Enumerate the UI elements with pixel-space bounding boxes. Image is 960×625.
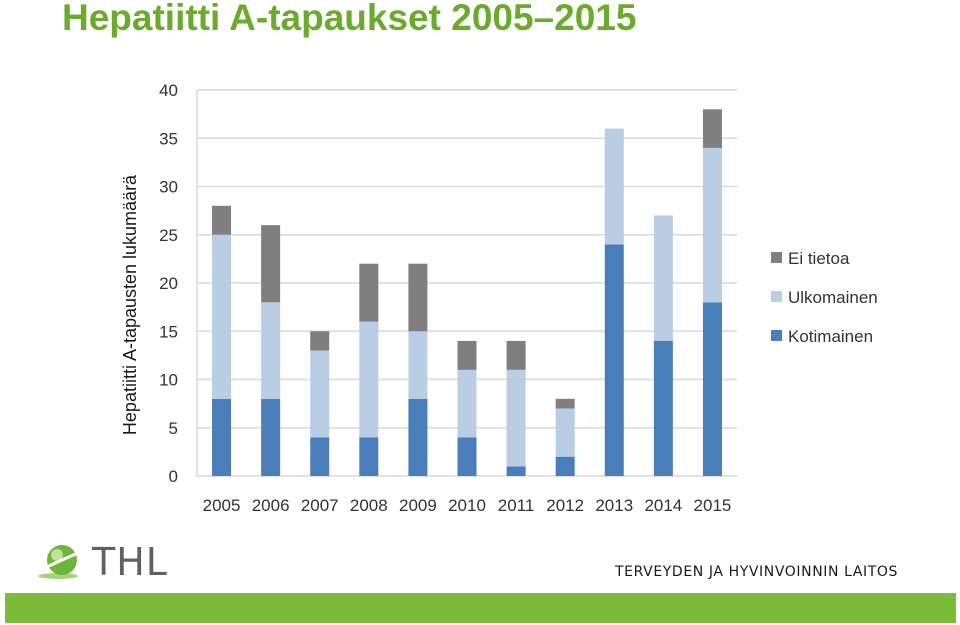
legend-label: Ulkomainen — [788, 288, 878, 307]
bar-segment-kotimainen-2010 — [457, 437, 477, 476]
y-tick-label: 40 — [159, 81, 178, 100]
organization-name: TERVEYDEN JA HYVINVOINNIN LAITOS — [615, 564, 899, 580]
x-tick-label: 2007 — [301, 496, 339, 515]
bar-segment-ei-tietoa-2007 — [310, 331, 330, 351]
legend-swatch — [771, 291, 782, 302]
bar-segment-ulkomainen-2011 — [506, 369, 526, 467]
logo-text: THL — [92, 540, 168, 584]
bar-segment-kotimainen-2006 — [261, 398, 281, 476]
y-axis-label: Hepatiitti A-tapausten lukumäärä — [120, 174, 140, 435]
bar-segment-ulkomainen-2010 — [457, 369, 477, 438]
x-tick-labels: 2005 2006 2007 2008 2009 2010 2011 2012 2013 2014… — [203, 496, 732, 515]
y-tick-label: 5 — [169, 419, 178, 438]
bar-segment-ei-tietoa-2009 — [408, 263, 428, 332]
bar-segment-ulkomainen-2015 — [702, 147, 722, 303]
bar-segment-kotimainen-2009 — [408, 398, 428, 476]
bar-segment-ulkomainen-2013 — [604, 128, 624, 245]
bar-segment-kotimainen-2005 — [212, 398, 232, 476]
y-tick-label: 35 — [159, 129, 178, 148]
x-tick-label: 2006 — [252, 496, 290, 515]
bar-segment-ei-tietoa-2011 — [506, 340, 526, 370]
x-tick-label: 2013 — [595, 496, 633, 515]
bar-segment-kotimainen-2008 — [359, 437, 379, 476]
y-tick-label: 15 — [159, 322, 178, 341]
bar-segment-ei-tietoa-2015 — [702, 109, 722, 148]
footer-bar — [5, 593, 956, 623]
x-tick-label: 2011 — [498, 496, 535, 515]
x-tick-label: 2010 — [448, 496, 486, 515]
y-tick-labels: 0 5 10 15 20 25 30 35 40 — [159, 81, 178, 486]
bar-segment-ulkomainen-2005 — [212, 234, 232, 399]
bars — [212, 109, 722, 476]
bar-segment-kotimainen-2014 — [653, 340, 673, 476]
bar-segment-ulkomainen-2008 — [359, 321, 379, 438]
thl-logo-icon — [38, 545, 81, 579]
y-tick-label: 25 — [159, 226, 178, 245]
bar-segment-ulkomainen-2012 — [555, 408, 575, 457]
bar-segment-ulkomainen-2007 — [310, 350, 330, 438]
slide-title: Hepatiitti A-tapaukset 2005–2015 — [62, 0, 637, 38]
y-tick-label: 0 — [169, 467, 178, 486]
legend-label: Kotimainen — [788, 327, 873, 346]
y-tick-label: 10 — [159, 371, 178, 390]
bar-segment-kotimainen-2011 — [506, 466, 526, 476]
x-tick-label: 2005 — [203, 496, 241, 515]
bar-segment-ulkomainen-2009 — [408, 331, 428, 399]
x-tick-label: 2012 — [546, 496, 584, 515]
legend: Ei tietoa Ulkomainen Kotimainen — [771, 249, 878, 346]
bar-segment-kotimainen-2007 — [310, 437, 330, 476]
stacked-bar-chart: 0 5 10 15 20 25 30 35 40 2005 2006 2007 2008 2009 201… — [120, 81, 878, 515]
x-tick-label: 2014 — [644, 496, 682, 515]
legend-swatch — [771, 330, 782, 341]
x-tick-label: 2015 — [694, 496, 732, 515]
y-tick-label: 30 — [159, 178, 178, 197]
bar-segment-kotimainen-2012 — [555, 456, 575, 476]
bar-segment-ei-tietoa-2008 — [359, 263, 379, 322]
legend-label: Ei tietoa — [788, 249, 850, 268]
bar-segment-kotimainen-2013 — [604, 244, 624, 476]
x-tick-label: 2009 — [399, 496, 437, 515]
y-tick-label: 20 — [159, 274, 178, 293]
bar-segment-ei-tietoa-2012 — [555, 398, 575, 409]
bar-segment-ulkomainen-2014 — [653, 215, 673, 341]
legend-swatch — [771, 252, 782, 263]
x-tick-label: 2008 — [350, 496, 388, 515]
bar-segment-ei-tietoa-2010 — [457, 340, 477, 370]
bar-segment-ei-tietoa-2006 — [261, 225, 281, 303]
bar-segment-ei-tietoa-2005 — [212, 205, 232, 235]
bar-segment-kotimainen-2015 — [702, 302, 722, 476]
bar-segment-ulkomainen-2006 — [261, 302, 281, 399]
